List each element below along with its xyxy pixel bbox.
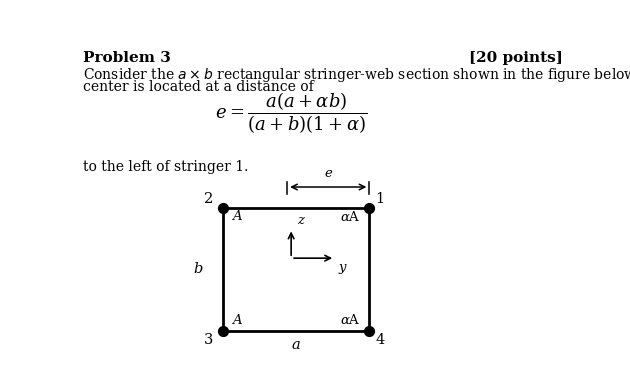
Text: y: y — [339, 261, 346, 273]
Text: 3: 3 — [203, 333, 213, 347]
Text: e: e — [324, 167, 332, 179]
Point — [218, 205, 228, 211]
Text: 1: 1 — [375, 192, 384, 206]
Text: A: A — [232, 314, 241, 327]
Text: z: z — [297, 214, 304, 227]
Text: a: a — [292, 338, 301, 352]
Text: Consider the $a \times b$ rectangular stringer-web section shown in the figure b: Consider the $a \times b$ rectangular st… — [83, 66, 630, 84]
Text: 2: 2 — [203, 192, 213, 206]
Text: [20 points]: [20 points] — [469, 51, 563, 65]
Text: $\alpha$A: $\alpha$A — [340, 210, 360, 224]
Text: $\alpha$A: $\alpha$A — [340, 313, 360, 327]
Text: A: A — [232, 210, 241, 223]
Point — [218, 328, 228, 334]
Point — [364, 328, 374, 334]
Text: center is located at a distance of: center is located at a distance of — [83, 80, 313, 94]
Point — [364, 205, 374, 211]
Text: Problem 3: Problem 3 — [83, 51, 171, 65]
Text: b: b — [193, 262, 203, 276]
Text: to the left of stringer 1.: to the left of stringer 1. — [83, 160, 248, 174]
Text: 4: 4 — [375, 333, 384, 347]
Text: $e = \dfrac{a(a + \alpha b)}{(a + b)(1 + \alpha)}$: $e = \dfrac{a(a + \alpha b)}{(a + b)(1 +… — [215, 90, 367, 136]
